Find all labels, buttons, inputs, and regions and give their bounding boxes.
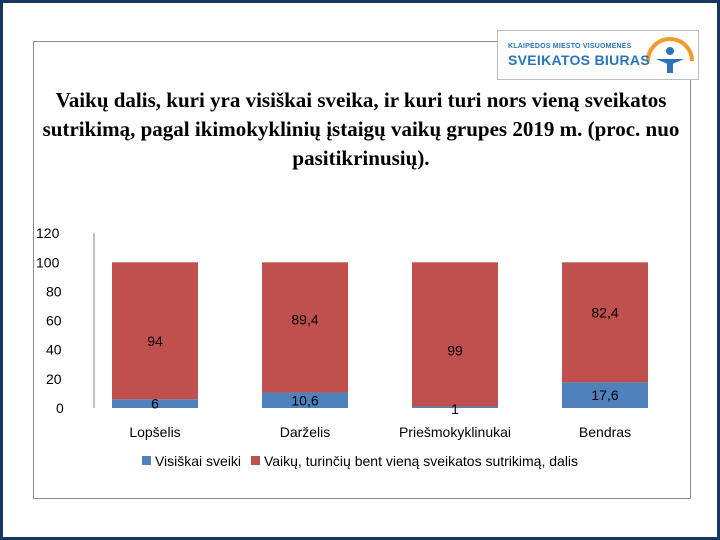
chart-axes: 0 20 40 60 80 100 120 xyxy=(36,225,95,416)
chart-bars xyxy=(112,262,648,408)
logo-emblem xyxy=(646,37,694,73)
y-tick-label: 60 xyxy=(46,313,62,329)
data-label-healthy: 17,6 xyxy=(591,387,618,403)
organization-logo: KLAIPĖDOS MIESTO VISUOMENĖS SVEIKATOS BI… xyxy=(497,30,699,80)
bar-segment-healthy xyxy=(262,392,348,408)
logo-text-line1: KLAIPĖDOS MIESTO VISUOMENĖS xyxy=(508,43,632,50)
chart-labels: 6 94 Lopšelis 10,6 89,4 Darželis 1 99 Priešmokyk… xyxy=(129,304,631,440)
data-label-disorder: 99 xyxy=(447,342,463,358)
data-label-disorder: 89,4 xyxy=(291,311,318,327)
chart-title: Vaikų dalis, kuri yra visiškai sveika, i… xyxy=(42,88,680,170)
legend-swatch-disorder xyxy=(250,456,260,465)
bar-segment-disorder xyxy=(112,262,198,400)
data-label-healthy: 6 xyxy=(151,396,159,412)
data-label-healthy: 1 xyxy=(451,401,459,417)
legend-label-disorder: Vaikų, turinčių bent vieną sveikatos sut… xyxy=(263,453,579,469)
bar-segment-healthy xyxy=(562,382,648,408)
bar-segment-disorder xyxy=(412,262,498,407)
bar-segment-healthy xyxy=(112,399,198,408)
logo-text-line2: SVEIKATOS BIURAS xyxy=(508,52,650,68)
legend-swatch-healthy xyxy=(141,456,151,465)
data-label-disorder: 94 xyxy=(147,333,163,349)
x-category-label: Bendras xyxy=(579,424,631,440)
legend-item-healthy: Visiškai sveiki xyxy=(141,453,242,469)
y-tick-label: 100 xyxy=(36,254,60,270)
y-tick-label: 120 xyxy=(36,225,60,241)
x-category-label: Priešmokyklinukai xyxy=(399,424,511,440)
data-label-healthy: 10,6 xyxy=(291,392,318,408)
y-tick-label: 40 xyxy=(46,342,62,358)
bar-segment-disorder xyxy=(262,262,348,393)
y-tick-label: 20 xyxy=(46,371,62,387)
bar-segment-disorder xyxy=(562,262,648,383)
x-category-label: Darželis xyxy=(280,424,331,440)
data-label-disorder: 82,4 xyxy=(591,304,618,320)
chart-legend: Visiškai sveiki Vaikų, turinčių bent vie… xyxy=(0,453,720,469)
y-tick-label: 80 xyxy=(46,283,62,299)
x-category-label: Lopšelis xyxy=(129,424,180,440)
legend-item-disorder: Vaikų, turinčių bent vieną sveikatos sut… xyxy=(250,453,579,469)
bar-segment-healthy xyxy=(412,406,498,408)
legend-label-healthy: Visiškai sveiki xyxy=(154,453,242,469)
y-tick-label: 0 xyxy=(56,400,64,416)
